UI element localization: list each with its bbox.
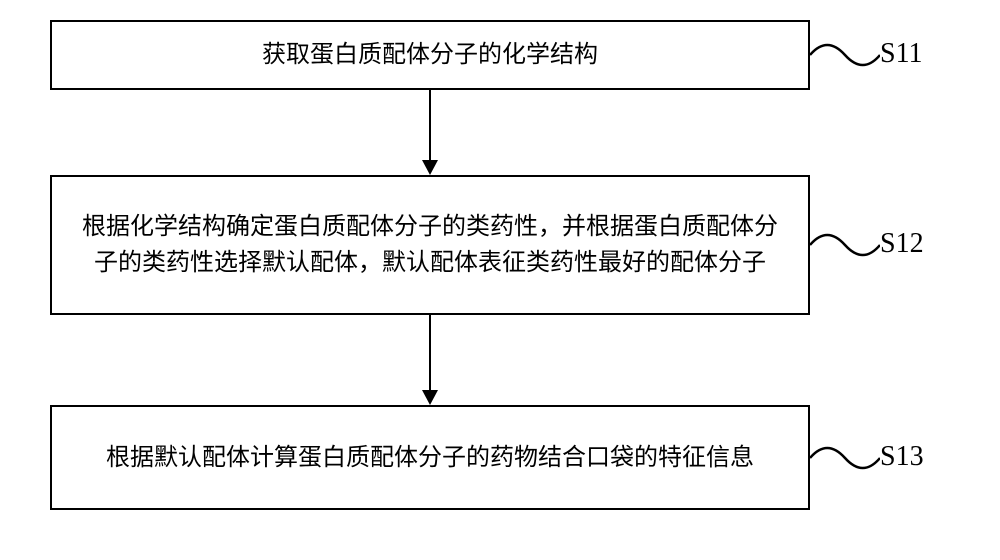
arrow-2 — [415, 315, 445, 406]
step-label-text-1: S11 — [880, 38, 923, 69]
arrow-1 — [415, 90, 445, 176]
step-text-1: 获取蛋白质配体分子的化学结构 — [262, 37, 598, 73]
connector-tilde-3 — [810, 443, 880, 473]
step-label-1: S11 — [880, 38, 923, 70]
step-label-2: S12 — [880, 228, 924, 260]
step-label-3: S13 — [880, 441, 924, 473]
flowchart-canvas: 获取蛋白质配体分子的化学结构 S11 根据化学结构确定蛋白质配体分子的类药性，并… — [0, 0, 1000, 560]
connector-tilde-1 — [810, 40, 880, 70]
step-box-3: 根据默认配体计算蛋白质配体分子的药物结合口袋的特征信息 — [50, 405, 810, 510]
connector-tilde-2 — [810, 230, 880, 260]
step-text-2: 根据化学结构确定蛋白质配体分子的类药性，并根据蛋白质配体分子的类药性选择默认配体… — [72, 209, 788, 281]
step-text-3: 根据默认配体计算蛋白质配体分子的药物结合口袋的特征信息 — [106, 440, 754, 476]
step-label-text-3: S13 — [880, 441, 924, 472]
step-box-2: 根据化学结构确定蛋白质配体分子的类药性，并根据蛋白质配体分子的类药性选择默认配体… — [50, 175, 810, 315]
step-box-1: 获取蛋白质配体分子的化学结构 — [50, 20, 810, 90]
step-label-text-2: S12 — [880, 228, 924, 259]
